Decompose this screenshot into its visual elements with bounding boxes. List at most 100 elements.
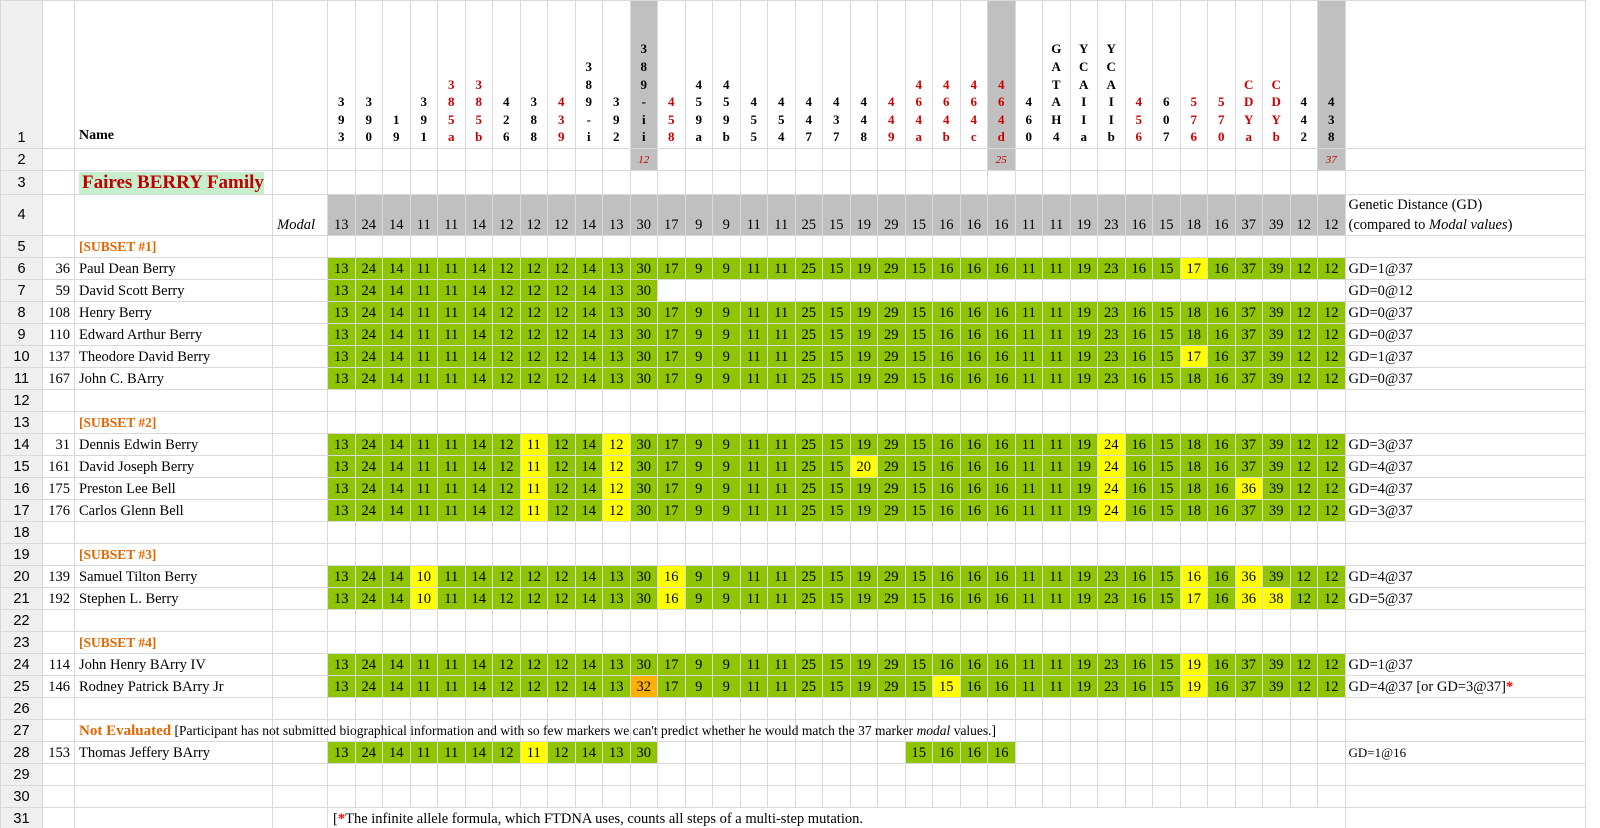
marker-cell[interactable]: 30 bbox=[629, 565, 658, 588]
marker-cell[interactable]: 11 bbox=[739, 367, 768, 390]
modal-label-cell[interactable] bbox=[272, 455, 328, 478]
marker-cell[interactable] bbox=[602, 148, 631, 171]
marker-cell[interactable] bbox=[767, 521, 796, 544]
marker-cell[interactable] bbox=[437, 170, 466, 195]
marker-cell[interactable]: 24 bbox=[354, 257, 383, 280]
marker-cell[interactable] bbox=[1124, 763, 1153, 786]
marker-cell[interactable]: 11 bbox=[519, 477, 548, 500]
kit-number-cell[interactable]: 108 bbox=[42, 301, 75, 324]
marker-cell[interactable]: 14 bbox=[382, 587, 411, 610]
marker-cell[interactable] bbox=[849, 411, 878, 434]
modal-value[interactable]: 14 bbox=[574, 194, 603, 236]
marker-cell[interactable]: 14 bbox=[382, 257, 411, 280]
marker-cell[interactable]: 19 bbox=[1069, 433, 1098, 456]
marker-cell[interactable]: 15 bbox=[822, 675, 851, 698]
marker-cell[interactable]: 12 bbox=[519, 301, 548, 324]
marker-cell[interactable]: 9 bbox=[684, 301, 713, 324]
marker-header[interactable]: 4 5 5 bbox=[739, 0, 768, 149]
kit-number-cell[interactable] bbox=[42, 763, 75, 786]
marker-cell[interactable]: 12 bbox=[1317, 675, 1346, 698]
empty-cell[interactable] bbox=[1207, 719, 1236, 742]
marker-cell[interactable] bbox=[437, 235, 466, 258]
modal-value[interactable]: 16 bbox=[1124, 194, 1153, 236]
modal-label-cell[interactable] bbox=[272, 0, 328, 149]
marker-cell[interactable]: 19 bbox=[849, 257, 878, 280]
marker-cell[interactable]: 12 bbox=[492, 565, 521, 588]
marker-cell[interactable] bbox=[327, 785, 356, 808]
marker-cell[interactable]: 11 bbox=[739, 301, 768, 324]
marker-cell[interactable]: 16 bbox=[987, 301, 1016, 324]
marker-cell[interactable]: 17 bbox=[1179, 257, 1208, 280]
marker-cell[interactable]: 11 bbox=[739, 323, 768, 346]
marker-cell[interactable] bbox=[574, 235, 603, 258]
marker-cell[interactable] bbox=[849, 170, 878, 195]
row-header[interactable]: 29 bbox=[0, 763, 43, 786]
marker-cell[interactable]: 15 bbox=[822, 477, 851, 500]
marker-cell[interactable]: 11 bbox=[437, 345, 466, 368]
marker-cell[interactable] bbox=[657, 279, 686, 302]
marker-cell[interactable]: 11 bbox=[409, 675, 438, 698]
marker-cell[interactable] bbox=[437, 631, 466, 654]
marker-cell[interactable]: 12 bbox=[1289, 455, 1318, 478]
marker-cell[interactable] bbox=[1317, 389, 1346, 412]
empty-cell[interactable] bbox=[1014, 719, 1043, 742]
marker-cell[interactable]: 16 bbox=[1124, 675, 1153, 698]
marker-cell[interactable]: 23 bbox=[1097, 345, 1126, 368]
marker-cell[interactable]: 11 bbox=[437, 675, 466, 698]
marker-cell[interactable]: 25 bbox=[794, 477, 823, 500]
marker-cell[interactable]: 11 bbox=[437, 257, 466, 280]
marker-cell[interactable] bbox=[684, 741, 713, 764]
gd-cell[interactable] bbox=[1344, 631, 1586, 654]
marker-cell[interactable]: 37 bbox=[1317, 148, 1346, 171]
row-header[interactable]: 7 bbox=[0, 279, 43, 302]
marker-cell[interactable] bbox=[822, 763, 851, 786]
marker-cell[interactable] bbox=[492, 235, 521, 258]
marker-cell[interactable]: 12 bbox=[629, 148, 658, 171]
marker-cell[interactable] bbox=[822, 609, 851, 632]
marker-cell[interactable]: 12 bbox=[547, 345, 576, 368]
marker-cell[interactable] bbox=[1097, 521, 1126, 544]
marker-cell[interactable] bbox=[629, 389, 658, 412]
marker-cell[interactable]: 25 bbox=[794, 367, 823, 390]
modal-value[interactable]: 24 bbox=[354, 194, 383, 236]
marker-cell[interactable] bbox=[712, 609, 741, 632]
marker-cell[interactable]: 30 bbox=[629, 499, 658, 522]
marker-cell[interactable]: 11 bbox=[437, 653, 466, 676]
marker-cell[interactable] bbox=[904, 609, 933, 632]
marker-cell[interactable]: 29 bbox=[877, 367, 906, 390]
marker-cell[interactable] bbox=[1207, 741, 1236, 764]
marker-cell[interactable]: 19 bbox=[1069, 587, 1098, 610]
marker-cell[interactable] bbox=[1179, 389, 1208, 412]
marker-cell[interactable]: 19 bbox=[1069, 323, 1098, 346]
marker-cell[interactable] bbox=[767, 235, 796, 258]
marker-cell[interactable]: 15 bbox=[904, 367, 933, 390]
marker-cell[interactable]: 11 bbox=[437, 499, 466, 522]
marker-cell[interactable]: 19 bbox=[1069, 653, 1098, 676]
marker-cell[interactable]: 13 bbox=[327, 565, 356, 588]
marker-cell[interactable] bbox=[959, 763, 988, 786]
marker-cell[interactable] bbox=[1179, 543, 1208, 566]
marker-cell[interactable]: 11 bbox=[1042, 367, 1071, 390]
gd-cell[interactable] bbox=[1344, 785, 1586, 808]
marker-cell[interactable]: 36 bbox=[1234, 477, 1263, 500]
marker-cell[interactable]: 37 bbox=[1234, 653, 1263, 676]
marker-cell[interactable] bbox=[574, 389, 603, 412]
marker-cell[interactable] bbox=[1042, 235, 1071, 258]
marker-cell[interactable]: 12 bbox=[602, 499, 631, 522]
marker-cell[interactable]: 9 bbox=[712, 565, 741, 588]
marker-cell[interactable]: 11 bbox=[519, 741, 548, 764]
marker-cell[interactable]: 13 bbox=[602, 345, 631, 368]
marker-cell[interactable]: 11 bbox=[1042, 455, 1071, 478]
marker-cell[interactable] bbox=[547, 235, 576, 258]
marker-header[interactable]: 4 5 6 bbox=[1124, 0, 1153, 149]
marker-cell[interactable]: 37 bbox=[1234, 499, 1263, 522]
marker-header[interactable]: 4 6 0 bbox=[1014, 0, 1043, 149]
modal-value[interactable]: 29 bbox=[877, 194, 906, 236]
marker-cell[interactable] bbox=[1317, 170, 1346, 195]
marker-cell[interactable]: 18 bbox=[1179, 301, 1208, 324]
name-cell[interactable] bbox=[74, 609, 273, 632]
marker-header[interactable]: 5 7 6 bbox=[1179, 0, 1208, 149]
marker-cell[interactable] bbox=[1069, 170, 1098, 195]
marker-cell[interactable] bbox=[1262, 631, 1291, 654]
marker-cell[interactable]: 11 bbox=[739, 653, 768, 676]
